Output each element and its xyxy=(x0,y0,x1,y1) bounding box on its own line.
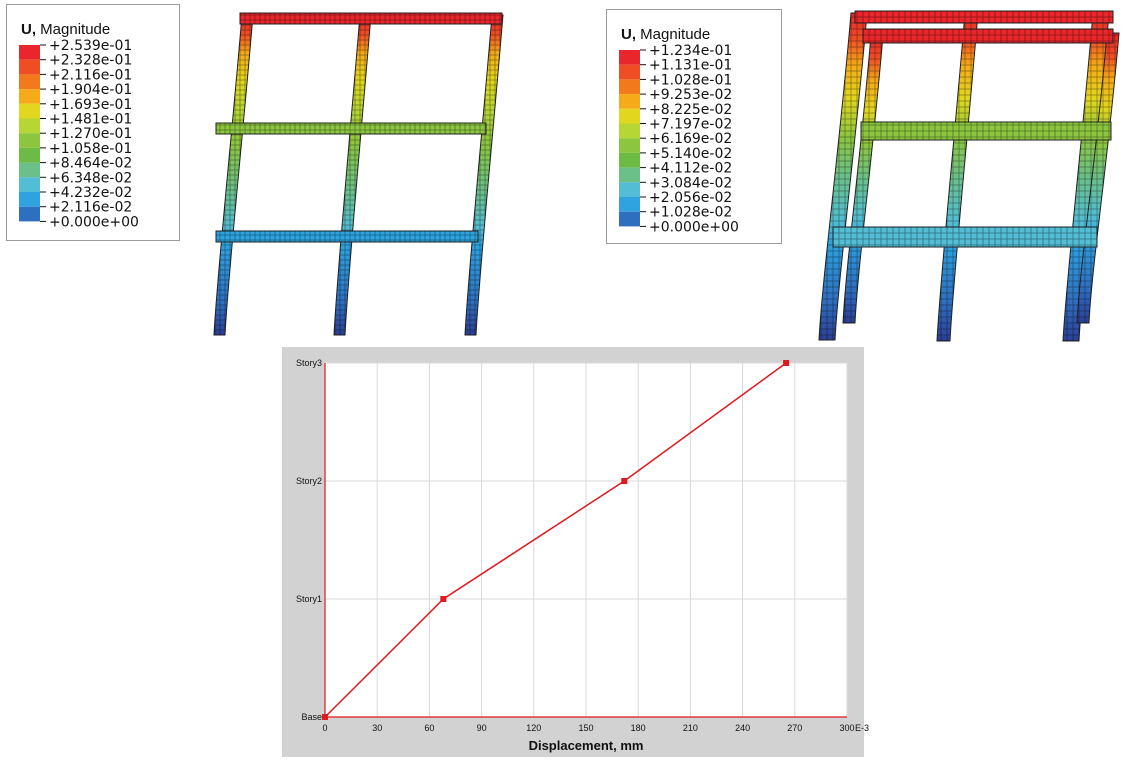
legend-swatch xyxy=(19,74,40,90)
legend-title: U, Magnitude xyxy=(21,21,111,38)
legend-label: +2.056e-02 xyxy=(649,190,732,206)
legend-label: +1.028e-02 xyxy=(649,205,732,221)
legend-label: +0.000e+00 xyxy=(649,219,739,235)
legend-label: +1.693e-01 xyxy=(49,97,132,113)
legend-label: +9.253e-02 xyxy=(649,87,732,103)
legend-label: +4.232e-02 xyxy=(49,185,132,201)
y-tick-label: Base xyxy=(301,712,322,722)
legend-swatch xyxy=(619,182,640,197)
legend-label: +8.464e-02 xyxy=(49,156,132,172)
mesh-overlay xyxy=(214,15,253,335)
legend-right: U, Magnitude +1.234e-01 +1.131e-01 +1.028e… xyxy=(606,9,782,244)
legend-swatch xyxy=(19,118,40,134)
legend-label: +1.481e-01 xyxy=(49,112,132,128)
legend-swatch xyxy=(19,162,40,178)
x-tick-label: 0 xyxy=(322,723,327,733)
data-point xyxy=(783,360,790,366)
legend-label: +1.270e-01 xyxy=(49,126,132,142)
x-axis-title: Displacement, mm xyxy=(529,738,644,753)
legend-label: +6.348e-02 xyxy=(49,170,132,186)
x-tick-label: 240 xyxy=(735,723,750,733)
deformed-frame-2d xyxy=(213,12,504,336)
x-tick-label: 180 xyxy=(631,723,646,733)
legend-swatch xyxy=(619,79,640,95)
legend-swatch xyxy=(19,89,40,104)
legend-swatch xyxy=(619,138,640,153)
mesh-overlay xyxy=(843,35,883,323)
legend-swatch xyxy=(19,45,40,60)
mesh-overlay xyxy=(1077,33,1119,323)
x-tick-label: 300 xyxy=(839,723,854,733)
legend-label: +2.539e-01 xyxy=(49,38,132,54)
mesh-overlay xyxy=(216,231,478,242)
legend-label: +0.000e+00 xyxy=(49,214,139,230)
mesh-overlay xyxy=(819,13,867,340)
data-point xyxy=(440,596,447,602)
legend-label: +1.058e-01 xyxy=(49,141,132,157)
x-tick-label: 90 xyxy=(477,723,487,733)
mesh-overlay xyxy=(863,29,1113,43)
legend-left: U, Magnitude +2.539e-01 +2.328e-01 +2.116e… xyxy=(6,4,180,241)
legend-swatch xyxy=(19,206,40,222)
legend-swatch xyxy=(19,177,40,192)
legend-swatch xyxy=(619,123,640,139)
legend-swatch xyxy=(19,59,40,75)
legend-swatch xyxy=(619,94,640,109)
y-tick-label: Story3 xyxy=(296,358,322,368)
y-tick-label: Story1 xyxy=(296,594,322,604)
x-tick-label: 120 xyxy=(526,723,541,733)
color-scale-right: +1.234e-01+1.131e-01+1.028e-01+9.253e-02… xyxy=(619,43,739,235)
legend-label: +2.328e-01 xyxy=(49,53,132,69)
legend-swatch xyxy=(19,147,40,163)
legend-swatch xyxy=(619,197,640,212)
color-scale-left: +2.539e-01+2.328e-01+2.116e-01+1.904e-01… xyxy=(19,38,139,230)
mesh-overlay xyxy=(833,227,1097,247)
legend-label: +1.234e-01 xyxy=(649,43,732,59)
legend-label: +7.197e-02 xyxy=(649,117,732,133)
x-tick-label: 60 xyxy=(424,723,434,733)
y-tick-label: Story2 xyxy=(296,476,322,486)
legend-swatch xyxy=(619,64,640,80)
legend-title: U, Magnitude xyxy=(621,26,711,43)
mesh-overlay xyxy=(216,123,486,134)
mesh-overlay xyxy=(937,13,978,341)
x-tick-label: 270 xyxy=(787,723,802,733)
data-point xyxy=(322,714,328,720)
mesh-overlay xyxy=(855,11,1113,23)
legend-swatch xyxy=(19,103,40,119)
legend-label: +4.112e-02 xyxy=(649,161,732,177)
mesh-overlay xyxy=(1063,13,1109,341)
mesh-overlay xyxy=(240,13,502,24)
legend-swatch xyxy=(19,192,40,207)
legend-swatch xyxy=(19,133,40,148)
legend-label: +1.131e-01 xyxy=(649,58,732,74)
series-line xyxy=(324,362,787,718)
legend-label: +8.225e-02 xyxy=(649,102,732,118)
x-tick-label: 30 xyxy=(372,723,382,733)
legend-swatch xyxy=(619,152,640,168)
x-tick-label: 210 xyxy=(683,723,698,733)
story-displacement-chart: 0 30 60 90 120 150 180 210 240 270 300 E-3 Base Story… xyxy=(282,347,869,757)
mesh-overlay xyxy=(861,122,1111,140)
mesh-overlay xyxy=(334,15,371,335)
legend-swatch xyxy=(619,50,640,65)
legend-label: +5.140e-02 xyxy=(649,146,732,162)
x-tick-label: 150 xyxy=(578,723,593,733)
legend-label: +2.116e-02 xyxy=(49,200,132,216)
legend-swatch xyxy=(619,108,640,124)
legend-swatch xyxy=(619,167,640,183)
legend-label: +2.116e-01 xyxy=(49,67,132,83)
legend-label: +1.028e-01 xyxy=(649,72,732,88)
x-tick-suffix: E-3 xyxy=(855,723,869,733)
deformed-frame-3d xyxy=(818,10,1120,342)
legend-label: +1.904e-01 xyxy=(49,82,132,98)
legend-label: +3.084e-02 xyxy=(649,175,732,191)
legend-swatch xyxy=(619,211,640,227)
data-point xyxy=(621,478,628,484)
mesh-overlay xyxy=(465,15,503,335)
legend-label: +6.169e-02 xyxy=(649,131,732,147)
